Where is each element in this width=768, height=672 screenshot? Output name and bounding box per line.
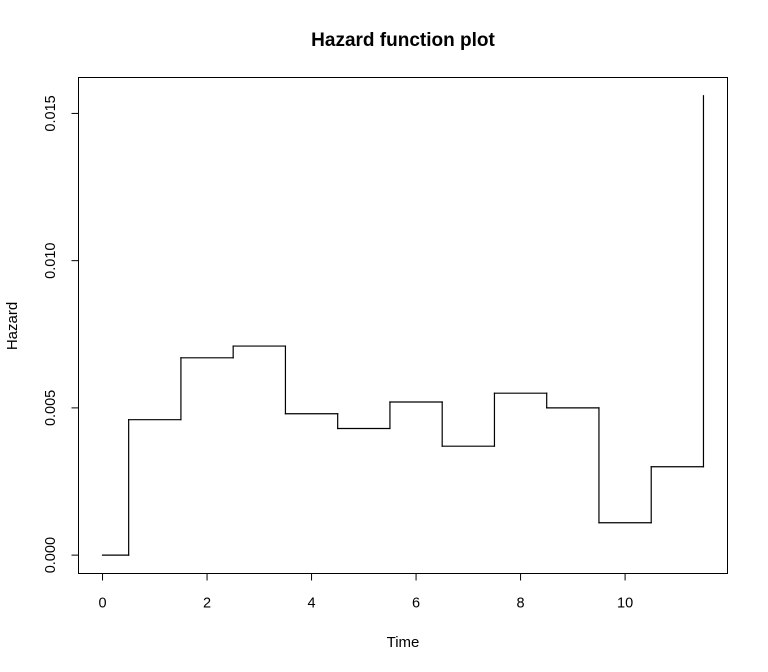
y-tick-label: 0.000 <box>43 537 59 573</box>
plot-area-frame <box>78 77 728 574</box>
x-tick-label: 2 <box>203 596 211 612</box>
y-tick-label: 0.005 <box>43 390 59 426</box>
x-tick-label: 4 <box>308 596 316 612</box>
y-tick-label: 0.010 <box>43 243 59 279</box>
x-axis-label: Time <box>387 634 420 651</box>
x-tick-label: 6 <box>412 596 420 612</box>
x-tick-label: 0 <box>98 596 106 612</box>
y-tick-label: 0.015 <box>43 95 59 131</box>
chart-title: Hazard function plot <box>311 30 495 51</box>
series-layer <box>101 95 705 556</box>
x-axis: 0 2 4 6 8 10 <box>98 573 633 612</box>
y-axis-label: Hazard <box>4 302 21 350</box>
x-tick-label: 8 <box>517 596 525 612</box>
x-tick-label: 10 <box>617 596 633 612</box>
y-axis: 0.000 0.005 0.010 0.015 <box>43 95 79 573</box>
